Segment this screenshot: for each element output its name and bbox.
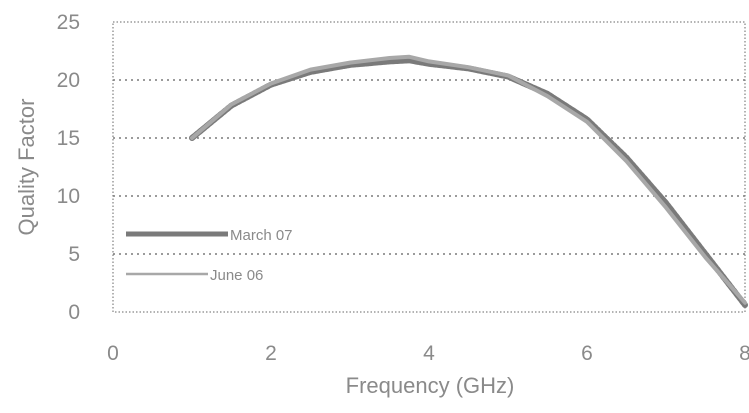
y-tick-labels: 0 5 10 15 20 25	[57, 11, 80, 324]
y-tick-label-0: 0	[68, 301, 80, 324]
x-tick-label-4: 4	[423, 342, 435, 365]
y-tick-label-25: 25	[57, 11, 80, 34]
x-tick-label-0: 0	[107, 342, 119, 365]
legend-label-june-06: June 06	[210, 267, 263, 284]
legend-label-march-07: March 07	[230, 227, 293, 244]
x-tick-label-6: 6	[581, 342, 593, 365]
series-line-june-06	[190, 54, 747, 305]
y-tick-label-20: 20	[57, 69, 80, 92]
x-tick-labels: 0 2 4 6 8	[107, 342, 749, 365]
y-tick-label-5: 5	[68, 243, 80, 266]
x-axis-title: Frequency (GHz)	[346, 373, 515, 398]
y-axis-title: Quality Factor	[14, 99, 39, 236]
y-tick-label-10: 10	[57, 185, 80, 208]
legend: March 07 June 06	[126, 227, 293, 284]
x-tick-label-8: 8	[739, 342, 749, 365]
series-lines	[189, 54, 748, 308]
x-tick-label-2: 2	[265, 342, 277, 365]
plot-area	[112, 21, 746, 313]
y-tick-label-15: 15	[57, 127, 80, 150]
